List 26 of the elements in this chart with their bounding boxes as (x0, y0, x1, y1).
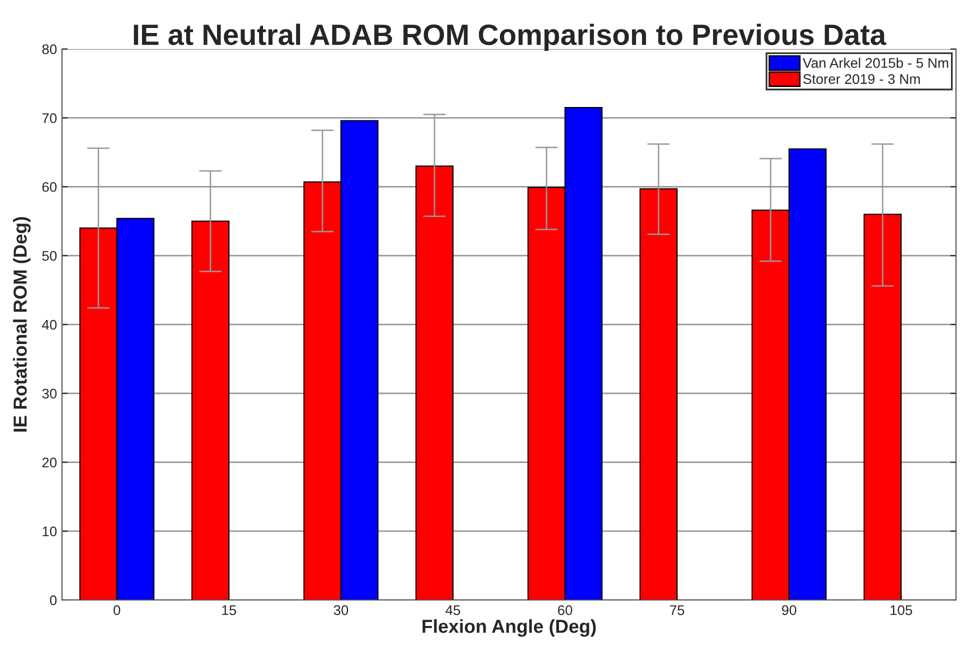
bar (415, 166, 454, 600)
y-tick-label: 60 (42, 182, 57, 192)
y-tick-label: 0 (50, 595, 57, 606)
x-tick-label: 90 (782, 605, 796, 616)
y-tick-label: 20 (42, 458, 57, 468)
x-tick-label: 0 (114, 605, 120, 616)
bar (640, 188, 678, 600)
bar (864, 214, 902, 600)
legend-label: Van Arkel 2015b - 5 Nm (802, 58, 948, 68)
y-tick-label: 10 (42, 526, 57, 536)
x-tick-label: 75 (670, 605, 684, 616)
x-tick-label: 30 (334, 605, 348, 616)
x-tick-label: 60 (558, 605, 572, 616)
y-tick-label: 30 (42, 388, 57, 399)
y-tick-label: 50 (42, 250, 57, 261)
x-axis-title: Flexion Angle (Deg) (422, 619, 596, 637)
y-tick-label: 40 (42, 320, 57, 330)
y-tick-label: 70 (42, 113, 57, 124)
legend-label: Storer 2019 - 3 Nm (803, 74, 920, 84)
y-tick-label: 80 (42, 44, 57, 54)
y-axis-title: IE Rotational ROM (Deg) (13, 217, 31, 432)
chart-title: IE at Neutral ADAB ROM Comparison to Previous Data (134, 24, 886, 51)
bar (191, 220, 230, 600)
x-tick-label: 105 (890, 605, 912, 616)
x-tick-label: 45 (446, 605, 460, 616)
x-tick-label: 15 (222, 605, 236, 616)
